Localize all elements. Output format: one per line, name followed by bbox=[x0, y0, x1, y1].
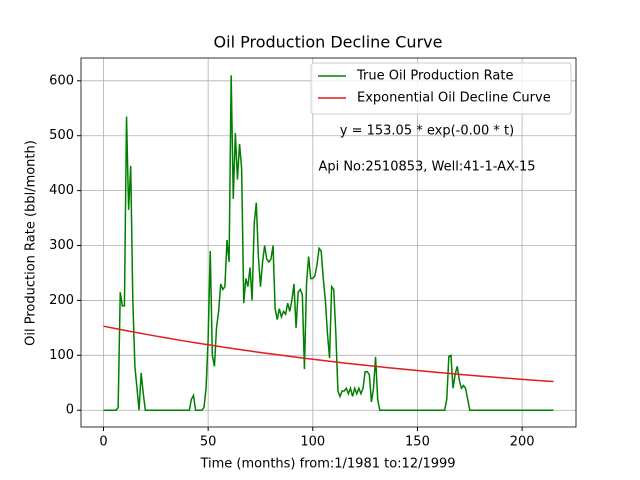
y-tick-label: 0 bbox=[66, 403, 74, 418]
series-line bbox=[103, 75, 554, 411]
annotation: y = 153.05 * exp(-0.00 * t) bbox=[340, 124, 514, 139]
y-tick-label: 400 bbox=[49, 183, 74, 198]
y-tick-label: 300 bbox=[49, 238, 74, 253]
annotation: Api No:2510853, Well:41-1-AX-15 bbox=[318, 160, 535, 175]
axes-frame bbox=[80, 57, 577, 428]
y-axis-label: Oil Production Rate (bbl/month) bbox=[24, 140, 39, 346]
x-tick-label: 150 bbox=[405, 435, 430, 450]
chart-title: Oil Production Decline Curve bbox=[214, 33, 443, 52]
x-tick-label: 100 bbox=[300, 435, 325, 450]
y-tick-label: 600 bbox=[49, 73, 74, 88]
series-line bbox=[103, 325, 554, 383]
x-tick-label: 50 bbox=[200, 435, 217, 450]
y-tick-label: 100 bbox=[49, 348, 74, 363]
y-tick-label: 200 bbox=[49, 293, 74, 308]
x-tick-label: 200 bbox=[510, 435, 535, 450]
legend-box bbox=[310, 62, 572, 115]
y-tick-label: 500 bbox=[49, 128, 74, 143]
x-tick-label: 0 bbox=[99, 435, 107, 450]
legend-label: True Oil Production Rate bbox=[356, 69, 513, 84]
x-axis-label: Time (months) from:1/1981 to:12/1999 bbox=[199, 457, 455, 472]
legend-label: Exponential Oil Decline Curve bbox=[357, 91, 551, 106]
